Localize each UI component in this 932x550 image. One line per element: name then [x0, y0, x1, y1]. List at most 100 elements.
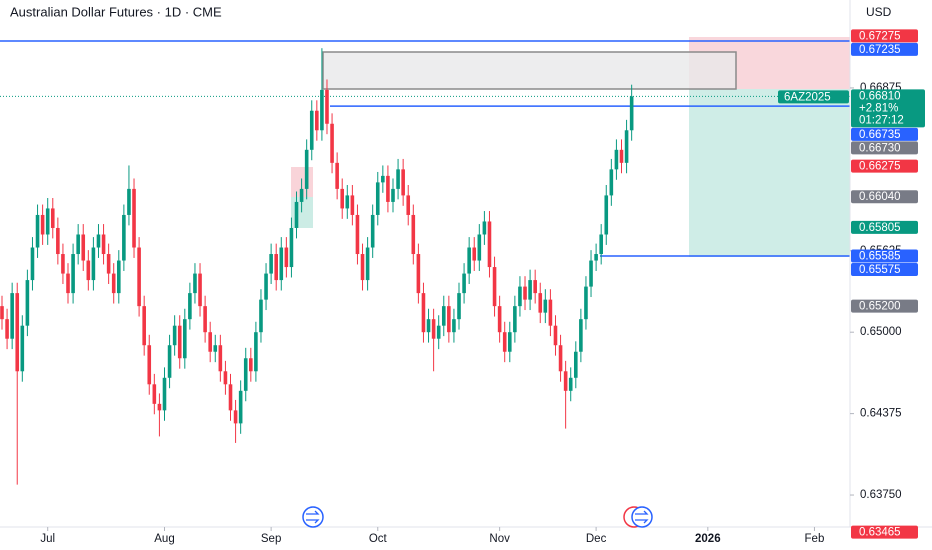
candle-body	[40, 214, 45, 235]
candle-body	[431, 319, 436, 339]
candle-body	[619, 149, 624, 163]
candle-body	[436, 325, 441, 339]
price-tag	[851, 249, 918, 263]
candle-body	[579, 319, 583, 352]
target-zone	[689, 89, 850, 257]
candle-body	[355, 214, 360, 255]
price-tag-label: 0.66275	[859, 161, 901, 173]
candle-body	[147, 345, 152, 385]
candle-body	[91, 247, 96, 281]
candle-body	[467, 247, 471, 274]
candle-body	[330, 123, 334, 163]
candle-body	[111, 273, 116, 294]
price-tag-label: 0.66730	[859, 142, 901, 154]
candle-body	[492, 267, 497, 307]
currency: USD	[866, 5, 892, 19]
candle-body	[152, 384, 157, 404]
candle-body	[299, 188, 304, 202]
candle-body	[365, 247, 370, 281]
candle-body	[279, 247, 284, 281]
candle-body	[528, 280, 532, 300]
candle-body	[482, 221, 487, 235]
supply-zone	[322, 51, 737, 90]
candle-body	[223, 371, 228, 385]
event-icon[interactable]	[623, 506, 653, 528]
candle-body	[127, 188, 131, 215]
candle-body	[558, 345, 563, 372]
candle-body	[497, 306, 502, 333]
candle-body	[477, 234, 482, 261]
candle-body	[553, 325, 558, 346]
candle-body	[304, 149, 309, 189]
candle-body	[487, 221, 492, 268]
candle-body	[599, 234, 603, 255]
x-tick-label: Oct	[369, 533, 388, 545]
price-tag	[851, 42, 918, 56]
candle-body	[406, 195, 411, 215]
price-tag-label: 0.65575	[859, 264, 901, 276]
candle-body	[426, 319, 431, 333]
price-tag-label: 0.63465	[859, 527, 901, 539]
candle-body	[86, 260, 91, 281]
candle-body	[264, 273, 268, 300]
candle-body	[315, 110, 319, 131]
candle-body	[457, 293, 461, 320]
candle-body	[56, 227, 60, 255]
candle-body	[20, 325, 25, 372]
candle-body	[96, 234, 101, 248]
candle-body	[269, 254, 273, 274]
candle-body	[101, 234, 106, 255]
candle-body	[370, 214, 375, 248]
candle-body	[0, 306, 4, 320]
candle-body	[538, 293, 543, 313]
candle-body	[193, 273, 197, 294]
candle-body	[502, 332, 507, 352]
candle-body	[122, 214, 126, 261]
candle-body	[10, 293, 14, 339]
candle-body	[573, 351, 578, 378]
price-tag	[851, 525, 918, 539]
price-tag-label: 0.65200	[859, 301, 901, 313]
candle-body	[116, 260, 121, 294]
candle-body	[5, 319, 9, 339]
candle-body	[249, 358, 253, 372]
candle-body	[61, 254, 65, 274]
symbol-tag	[778, 90, 849, 104]
candle-body	[518, 286, 522, 307]
candle-body	[76, 234, 80, 255]
candle-body	[462, 273, 466, 294]
y-tick-label: 0.65000	[860, 326, 902, 338]
candle-body	[284, 247, 289, 268]
candle-body	[213, 345, 218, 352]
candle-body	[401, 169, 405, 196]
price-tag	[851, 159, 918, 173]
candle-body	[238, 390, 243, 424]
candle-body	[340, 188, 345, 209]
candle-body	[360, 254, 365, 281]
candle-body	[375, 182, 380, 215]
candle-body	[416, 254, 421, 294]
candle-body	[543, 299, 548, 313]
candle-body	[533, 280, 537, 294]
candle-body	[320, 89, 324, 131]
x-tick-label: 2026	[695, 533, 721, 545]
candle-body	[589, 260, 593, 287]
candle-body	[441, 306, 446, 326]
price-tag-label: 0.65805	[859, 222, 901, 234]
candle-body	[507, 332, 512, 352]
event-icon[interactable]	[302, 506, 324, 528]
symbol-label: 6AZ2025	[784, 91, 831, 103]
price-tag	[851, 127, 918, 141]
candle-body	[452, 319, 456, 333]
candle-body	[162, 377, 167, 411]
candle-body	[177, 325, 182, 359]
candle-body	[203, 306, 207, 333]
candle-body	[71, 254, 75, 294]
candle-body	[25, 280, 30, 326]
candle-body	[157, 403, 162, 411]
candle-body	[228, 384, 233, 411]
candle-body	[594, 254, 598, 261]
candle-body	[614, 149, 619, 170]
candle-body	[66, 273, 70, 294]
candle-body	[513, 306, 517, 333]
